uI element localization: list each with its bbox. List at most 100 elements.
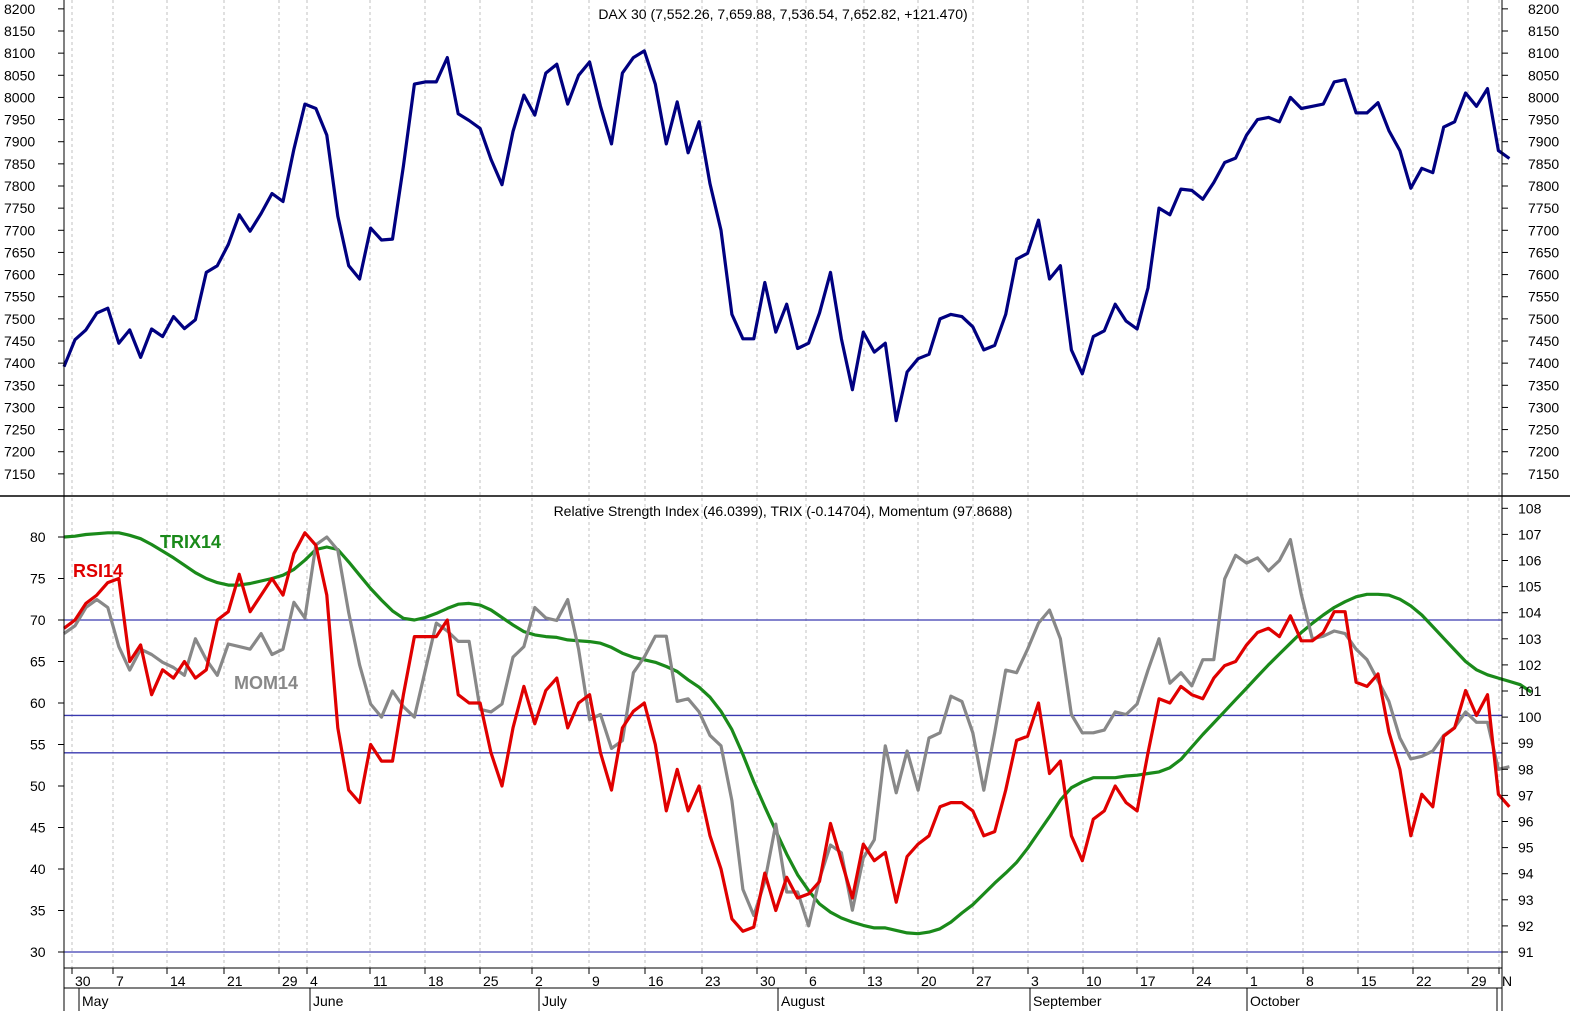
price-y-tick-right: 7900 — [1528, 134, 1559, 150]
price-y-tick-right: 7350 — [1528, 377, 1559, 393]
indicator-y-tick-right: 100 — [1518, 709, 1542, 725]
price-y-tick-left: 7250 — [4, 422, 35, 438]
price-y-tick-right: 8050 — [1528, 67, 1559, 83]
price-y-tick-right: 7450 — [1528, 333, 1559, 349]
indicator-y-tick-right: 92 — [1518, 918, 1534, 934]
price-y-tick-right: 8150 — [1528, 23, 1559, 39]
x-day-label: 9 — [592, 973, 600, 989]
price-y-tick-right: 8100 — [1528, 45, 1559, 61]
trix14-line — [63, 531, 1533, 936]
indicator-y-tick-right: 99 — [1518, 735, 1534, 751]
indicator-y-tick-right: 103 — [1518, 631, 1542, 647]
x-day-label: 16 — [648, 973, 664, 989]
price-y-tick-left: 7500 — [4, 311, 35, 327]
price-y-tick-left: 7750 — [4, 200, 35, 216]
price-y-tick-left: 8150 — [4, 23, 35, 39]
x-month-label: July — [542, 993, 567, 1009]
rsi14-line — [63, 531, 1511, 933]
rsi14-label: RSI14 — [73, 561, 123, 581]
x-day-label: 21 — [227, 973, 243, 989]
indicator-y-tick-right: 97 — [1518, 787, 1534, 803]
price-y-tick-right: 7700 — [1528, 222, 1559, 238]
indicator-y-tick-left: 75 — [30, 571, 46, 587]
indicator-y-tick-right: 107 — [1518, 526, 1542, 542]
indicator-y-tick-right: 98 — [1518, 761, 1534, 777]
price-y-tick-left: 7700 — [4, 222, 35, 238]
price-y-tick-right: 7650 — [1528, 244, 1559, 260]
price-y-tick-left: 7150 — [4, 466, 35, 482]
price-y-tick-right: 7950 — [1528, 112, 1559, 128]
x-day-label: 20 — [921, 973, 937, 989]
price-y-tick-left: 7800 — [4, 178, 35, 194]
indicator-y-tick-left: 70 — [30, 612, 46, 628]
x-day-label: 23 — [705, 973, 721, 989]
x-day-label: 27 — [976, 973, 992, 989]
price-y-tick-right: 7500 — [1528, 311, 1559, 327]
x-day-label: 29 — [282, 973, 298, 989]
x-day-label: 13 — [867, 973, 883, 989]
x-day-label: 4 — [310, 973, 318, 989]
price-y-tick-right: 7400 — [1528, 355, 1559, 371]
x-day-label: 17 — [1140, 973, 1156, 989]
x-day-label: 25 — [483, 973, 499, 989]
price-y-tick-left: 7850 — [4, 156, 35, 172]
x-month-label: September — [1033, 993, 1102, 1009]
x-day-label: 29 — [1471, 973, 1487, 989]
price-panel-title: DAX 30 (7,552.26, 7,659.88, 7,536.54, 7,… — [598, 6, 967, 22]
indicator-panel-title: Relative Strength Index (46.0399), TRIX … — [554, 503, 1013, 519]
price-y-tick-right: 7800 — [1528, 178, 1559, 194]
price-y-tick-left: 8000 — [4, 89, 35, 105]
x-day-label: 22 — [1416, 973, 1432, 989]
trix14-label: TRIX14 — [160, 532, 221, 552]
price-y-tick-left: 7900 — [4, 134, 35, 150]
indicator-y-tick-right: 104 — [1518, 605, 1542, 621]
indicator-y-tick-left: 65 — [30, 654, 46, 670]
indicator-y-tick-left: 55 — [30, 737, 46, 753]
indicator-y-tick-right: 93 — [1518, 892, 1534, 908]
indicator-y-tick-right: 95 — [1518, 840, 1534, 856]
indicator-y-tick-left: 60 — [30, 695, 46, 711]
price-y-tick-left: 8100 — [4, 45, 35, 61]
price-y-tick-left: 7200 — [4, 444, 35, 460]
price-y-tick-right: 7250 — [1528, 422, 1559, 438]
indicator-y-tick-right: 105 — [1518, 579, 1542, 595]
indicator-y-tick-left: 45 — [30, 820, 46, 836]
price-y-tick-left: 7350 — [4, 377, 35, 393]
x-day-label: 14 — [170, 973, 186, 989]
x-day-label: 3 — [1031, 973, 1039, 989]
x-month-label: October — [1250, 993, 1300, 1009]
x-day-label: 18 — [428, 973, 444, 989]
reference-lines — [64, 619, 1502, 953]
dax-price-line — [62, 49, 1511, 423]
indicator-y-tick-left: 80 — [30, 529, 46, 545]
mom14-line — [63, 535, 1510, 928]
x-day-label: 15 — [1361, 973, 1377, 989]
price-y-tick-right: 7150 — [1528, 466, 1559, 482]
indicator-y-tick-right: 106 — [1518, 553, 1542, 569]
series-layer — [62, 49, 1533, 936]
price-y-tick-right: 7750 — [1528, 200, 1559, 216]
price-y-tick-right: 7200 — [1528, 444, 1559, 460]
x-day-label: 11 — [373, 973, 388, 989]
indicator-y-tick-right: 101 — [1518, 683, 1542, 699]
price-y-tick-left: 7450 — [4, 333, 35, 349]
x-day-label: 10 — [1086, 973, 1102, 989]
x-day-label: 7 — [116, 973, 124, 989]
price-y-tick-left: 8050 — [4, 67, 35, 83]
price-y-tick-left: 7950 — [4, 112, 35, 128]
indicator-y-tick-left: 50 — [30, 778, 46, 794]
price-y-tick-left: 7300 — [4, 399, 35, 415]
price-y-tick-right: 7850 — [1528, 156, 1559, 172]
x-month-label: May — [82, 993, 108, 1009]
price-y-tick-right: 7600 — [1528, 267, 1559, 283]
x-day-label: 6 — [809, 973, 817, 989]
x-day-label: 2 — [535, 973, 543, 989]
x-day-label: 8 — [1306, 973, 1314, 989]
price-y-tick-right: 7550 — [1528, 289, 1559, 305]
indicator-y-tick-right: 102 — [1518, 657, 1542, 673]
indicator-y-tick-left: 40 — [30, 861, 46, 877]
x-day-label: 1 — [1250, 973, 1258, 989]
x-month-label: August — [781, 993, 825, 1009]
